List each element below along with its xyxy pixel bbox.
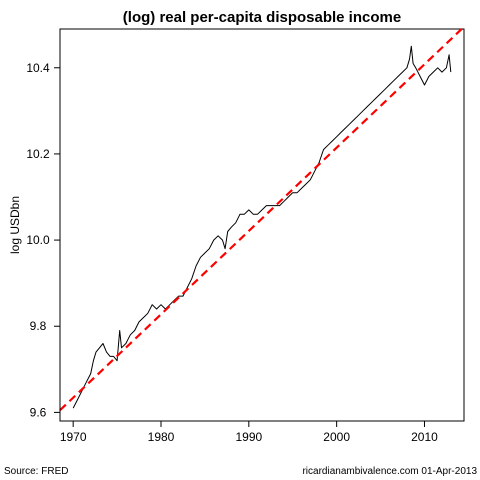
series-layer [59,26,465,411]
x-tick-label: 1980 [148,430,175,444]
y-tick-label: 10.0 [26,233,50,247]
y-axis-label: log USDbn [8,196,22,254]
income-series-line [72,45,452,409]
plot-frame [59,28,465,422]
x-tick-label: 2010 [411,430,438,444]
y-axis: 9.6 9.8 10.0 10.2 10.4 [26,61,61,419]
credit-note: ricardianambivalence.com 01-Apr-2013 [302,466,477,477]
y-tick-label: 10.2 [26,147,50,161]
x-tick-label: 2000 [323,430,350,444]
source-note: Source: FRED [4,466,68,477]
trend-line [59,26,465,411]
x-tick-label: 1990 [235,430,262,444]
y-tick-label: 9.6 [30,405,47,419]
x-axis: 1970 1980 1990 2000 2010 [60,420,438,444]
chart-title: (log) real per-capita disposable income [123,9,401,26]
y-tick-label: 10.4 [26,61,50,75]
x-tick-label: 1970 [60,430,87,444]
y-tick-label: 9.8 [30,319,47,333]
